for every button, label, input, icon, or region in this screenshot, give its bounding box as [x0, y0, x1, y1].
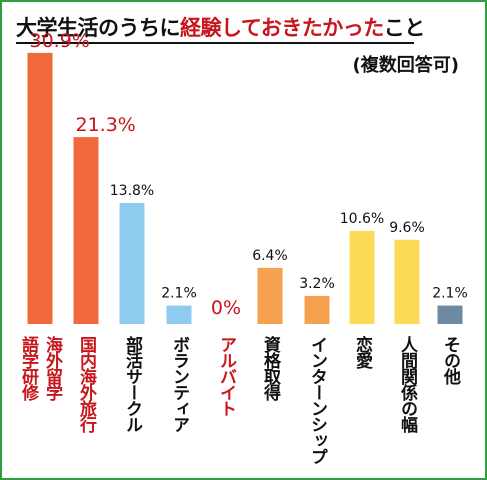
bar-5: [257, 267, 283, 324]
bar-label-2: 13.8%: [110, 183, 154, 199]
category-label-3: 部活サークル: [122, 335, 143, 432]
category-label-0: 語学研修: [18, 335, 40, 402]
bar-0: [27, 52, 53, 325]
bar-label-0: 30.9%: [30, 30, 90, 52]
category-label-7: インターンシップ: [307, 336, 327, 465]
title-highlight: 経験しておきたかった: [180, 16, 384, 40]
bar-label-7: 10.6%: [340, 211, 384, 227]
category-label-5: アルバイト: [216, 336, 237, 416]
category-label-9: 人間関係の幅: [397, 336, 418, 434]
bar-9: [437, 305, 463, 324]
bar-label-4: 0%: [211, 297, 241, 319]
title-underline: [16, 42, 414, 44]
bar-label-5: 6.4%: [252, 248, 288, 264]
title-suffix: こと: [383, 16, 426, 40]
category-label-6: 資格取得: [260, 336, 282, 402]
category-label-1: 海外留学: [42, 335, 63, 402]
bar-label-8: 9.6%: [389, 220, 425, 236]
bar-8: [394, 239, 420, 324]
category-label-4: ボランティア: [169, 336, 190, 433]
bar-label-1: 21.3%: [76, 114, 136, 136]
bar-1: [73, 137, 99, 324]
category-label-2: 国内海外旅行: [76, 336, 98, 434]
bar-3: [166, 305, 192, 324]
bar-6: [304, 295, 330, 324]
category-label-8: 恋愛: [352, 335, 373, 370]
bar-7: [349, 230, 375, 324]
category-label-10: その他: [440, 336, 462, 385]
multiple-answer-note: (複数回答可): [352, 55, 459, 76]
bar-label-6: 3.2%: [299, 276, 335, 292]
bar-label-3: 2.1%: [161, 286, 197, 302]
bar-2: [119, 202, 145, 324]
chart-title: 大学生活のうちに経験しておきたかったこと: [16, 12, 425, 42]
bar-label-9: 2.1%: [432, 286, 468, 302]
title-prefix: 大学生活のうちに: [16, 16, 181, 40]
